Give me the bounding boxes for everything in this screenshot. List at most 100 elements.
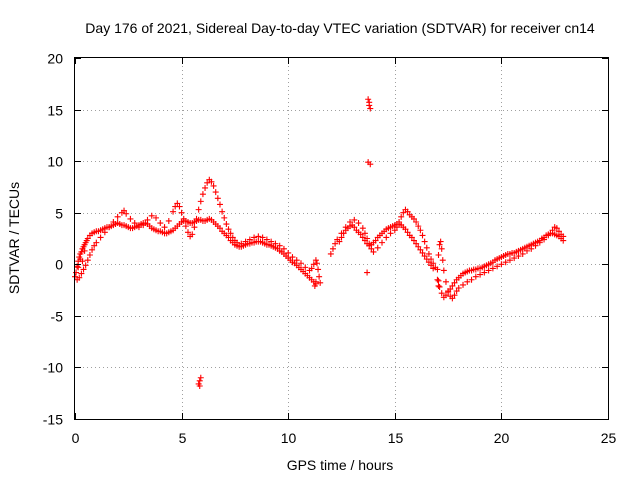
data-point	[157, 220, 164, 227]
data-point	[425, 259, 432, 266]
data-point	[285, 249, 292, 256]
data-point	[541, 236, 548, 243]
data-point	[342, 224, 349, 231]
data-point	[355, 220, 362, 227]
data-point	[393, 224, 400, 231]
data-point	[357, 231, 364, 238]
data-point	[413, 240, 420, 247]
data-point	[366, 240, 373, 247]
data-point	[334, 236, 341, 243]
data-point	[515, 253, 522, 260]
data-point	[144, 216, 151, 223]
data-point	[114, 213, 121, 220]
data-point	[276, 242, 283, 249]
data-point	[366, 102, 373, 109]
x-tick-label: 10	[281, 430, 297, 446]
grid	[75, 58, 608, 419]
data-point	[359, 225, 366, 232]
data-point	[417, 246, 424, 253]
data-point	[449, 282, 456, 289]
x-tick-label: 5	[179, 430, 187, 446]
y-tick-label: 20	[47, 51, 63, 67]
data-point	[199, 191, 206, 198]
data-point	[165, 217, 172, 224]
data-point	[438, 245, 445, 252]
data-point	[197, 374, 204, 381]
data-point	[532, 242, 539, 249]
data-point	[553, 225, 560, 232]
data-point	[242, 238, 249, 245]
data-point	[263, 236, 270, 243]
data-point	[302, 264, 309, 271]
data-point	[332, 240, 339, 247]
data-point	[489, 265, 496, 272]
data-point	[329, 245, 336, 252]
data-point	[435, 282, 442, 289]
data-point	[464, 278, 471, 285]
data-point	[451, 279, 458, 286]
data-point	[417, 227, 424, 234]
data-point	[312, 278, 319, 285]
data-point	[212, 189, 219, 196]
data-point	[396, 218, 403, 225]
data-point	[440, 267, 447, 274]
chart-title: Day 176 of 2021, Sidereal Day-to-day VTE…	[85, 20, 595, 36]
data-point	[364, 235, 371, 242]
data-point	[367, 105, 374, 112]
data-point	[79, 258, 86, 265]
data-point	[272, 240, 279, 247]
data-point	[453, 288, 460, 295]
data-point	[402, 226, 409, 233]
data-point	[197, 198, 204, 205]
data-point	[80, 266, 87, 273]
data-point	[560, 233, 567, 240]
x-tick-label: 25	[601, 430, 617, 446]
data-point	[189, 231, 196, 238]
data-point	[528, 245, 535, 252]
data-point	[368, 245, 375, 252]
y-tick-label: 0	[55, 257, 63, 273]
data-point	[289, 254, 296, 261]
data-point	[415, 223, 422, 230]
data-point	[545, 232, 552, 239]
data-point	[419, 232, 426, 239]
data-point	[153, 214, 160, 221]
data-point	[400, 209, 407, 216]
data-point	[428, 256, 435, 263]
data-point	[359, 234, 366, 241]
data-point	[421, 238, 428, 245]
x-tick-label: 0	[72, 430, 80, 446]
data-point	[506, 257, 513, 264]
tick-marks	[75, 58, 609, 420]
data-point	[468, 276, 475, 283]
data-point	[419, 249, 426, 256]
data-point	[442, 292, 449, 299]
data-point	[86, 252, 93, 259]
data-point	[259, 234, 266, 241]
data-point	[216, 201, 223, 208]
x-tick-label: 20	[494, 430, 510, 446]
data-point	[251, 234, 258, 241]
data-point	[84, 257, 91, 264]
data-point	[338, 230, 345, 237]
data-points	[72, 96, 567, 389]
data-point	[485, 267, 492, 274]
data-point	[195, 206, 202, 213]
data-point	[523, 247, 530, 254]
data-point	[223, 221, 230, 228]
data-point	[379, 239, 386, 246]
data-point	[347, 218, 354, 225]
data-point	[170, 208, 177, 215]
data-point	[268, 238, 275, 245]
data-point	[391, 227, 398, 234]
data-point	[451, 292, 458, 299]
data-point	[316, 273, 323, 280]
y-tick-label: 5	[55, 206, 63, 222]
data-point	[204, 179, 211, 186]
data-point	[101, 229, 108, 236]
data-point	[184, 229, 191, 236]
data-point	[367, 161, 374, 168]
data-point	[413, 218, 420, 225]
data-point	[308, 265, 315, 272]
